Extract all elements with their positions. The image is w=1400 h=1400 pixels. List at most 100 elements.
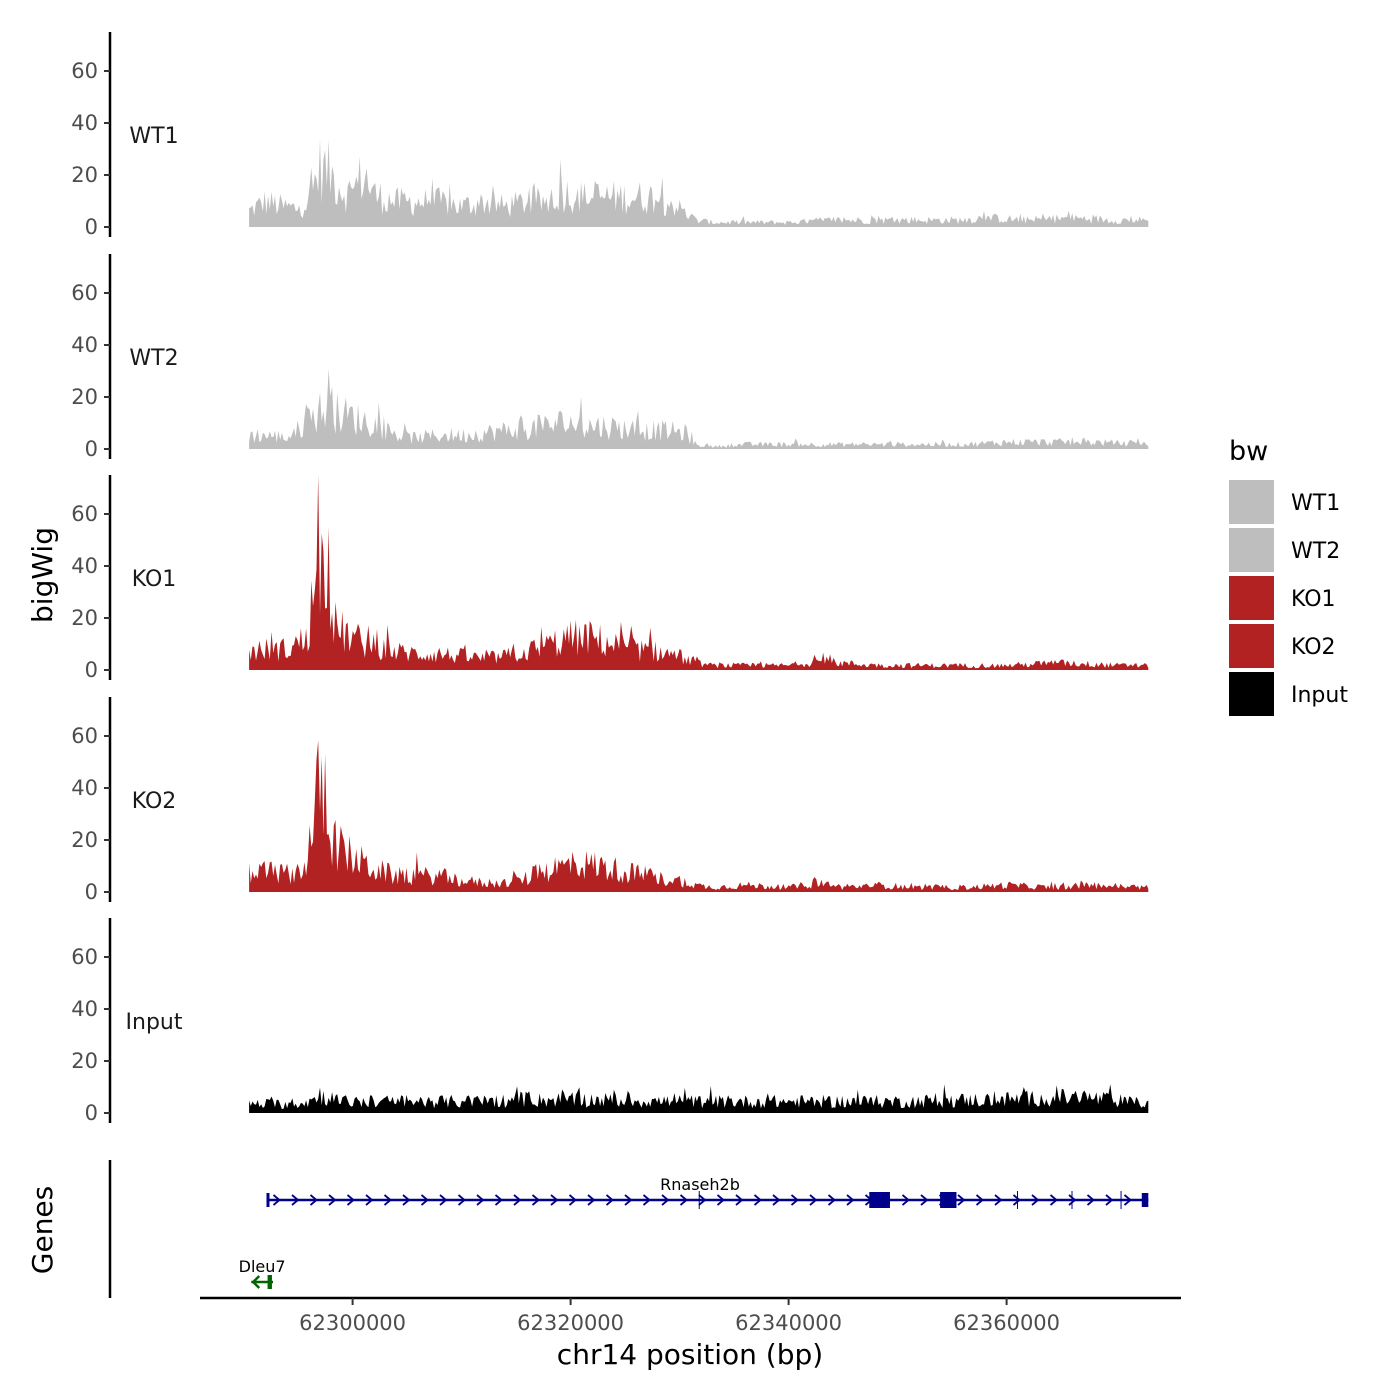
strand-arrow: [1068, 1194, 1077, 1206]
legend-key-wt1: [1229, 480, 1274, 524]
signal-area-ko1: [249, 475, 1149, 670]
strand-arrow: [251, 1275, 261, 1289]
y-tick-label: 60: [71, 724, 98, 748]
y-tick-label: 20: [71, 606, 98, 630]
track-label: Input: [126, 1010, 183, 1035]
legend-label: WT2: [1291, 539, 1340, 564]
y-tick-label: 20: [71, 163, 98, 187]
gene-label: Rnaseh2b: [660, 1175, 740, 1194]
strand-arrow: [309, 1194, 318, 1206]
exon: [1141, 1193, 1149, 1207]
x-tick-label: 62320000: [517, 1311, 624, 1335]
strand-arrow: [568, 1194, 577, 1206]
exon: [266, 1193, 270, 1207]
genes-panel: Rnaseh2b Dleu7: [108, 1160, 1149, 1298]
track-wt1: 0 20 40 60 WT1: [71, 32, 1149, 239]
x-axis-title: chr14 position (bp): [557, 1338, 823, 1371]
signal-area-input: [249, 1084, 1149, 1113]
strand-arrow: [1105, 1194, 1114, 1206]
track-input: 0 20 40 60 Input: [71, 918, 1149, 1125]
legend-label: KO2: [1291, 635, 1336, 660]
gene-rnaseh2b: Rnaseh2b: [266, 1175, 1149, 1209]
track-label: KO2: [132, 789, 177, 814]
strand-arrow: [439, 1194, 448, 1206]
y-tick-label: 20: [71, 385, 98, 409]
strand-arrow: [420, 1194, 429, 1206]
track-label: KO1: [132, 567, 177, 592]
strand-arrow: [994, 1194, 1003, 1206]
x-tick-label: 62340000: [735, 1311, 842, 1335]
y-tick-label: 60: [71, 502, 98, 526]
y-tick-label: 60: [71, 281, 98, 305]
strand-arrow: [383, 1194, 392, 1206]
strand-arrow: [1086, 1194, 1095, 1206]
legend-label: Input: [1291, 683, 1348, 708]
x-axis: 62300000 62320000 62340000 62360000: [200, 1296, 1181, 1335]
x-tick-label: 62360000: [953, 1311, 1060, 1335]
strand-arrow: [513, 1194, 522, 1206]
strand-arrow: [957, 1194, 966, 1206]
gene-dleu7: Dleu7: [239, 1257, 286, 1289]
strand-arrow: [457, 1194, 466, 1206]
strand-arrow: [605, 1194, 614, 1206]
track-ko1: 0 20 40 60 KO1: [71, 475, 1149, 682]
y-tick-label: 0: [85, 437, 98, 461]
strand-arrow: [901, 1194, 910, 1206]
signal-area-ko2: [249, 740, 1149, 892]
strand-arrow: [975, 1194, 984, 1206]
track-label: WT2: [129, 346, 178, 371]
y-tick-label: 60: [71, 945, 98, 969]
strand-arrow: [846, 1194, 855, 1206]
legend-label: WT1: [1291, 491, 1340, 516]
legend-key-input: [1229, 672, 1274, 716]
y-tick-label: 40: [71, 554, 98, 578]
y-tick-label: 0: [85, 658, 98, 682]
strand-arrow: [531, 1194, 540, 1206]
strand-arrow: [809, 1194, 818, 1206]
legend-key-ko2: [1229, 624, 1274, 668]
strand-arrow: [753, 1194, 762, 1206]
exon: [869, 1192, 890, 1208]
strand-arrow: [716, 1194, 725, 1206]
strand-arrow: [920, 1194, 929, 1206]
strand-arrow: [587, 1194, 596, 1206]
strand-arrow: [698, 1194, 707, 1206]
legend-title: bw: [1229, 436, 1268, 467]
track-ko2: 0 20 40 60 KO2: [71, 697, 1149, 904]
x-tick-label: 62300000: [299, 1311, 406, 1335]
gene-label: Dleu7: [239, 1257, 286, 1276]
bigwig-panels: 0 20 40 60 WT1 0 20 40 60 WT2 0 20 40 60 KO1 0 20 40 60 KO2…: [71, 32, 1149, 1125]
strand-arrow: [365, 1194, 374, 1206]
y-tick-label: 60: [71, 59, 98, 83]
strand-arrow: [272, 1194, 281, 1206]
strand-arrow: [735, 1194, 744, 1206]
y-tick-label: 0: [85, 215, 98, 239]
strand-arrow: [790, 1194, 799, 1206]
strand-arrow: [827, 1194, 836, 1206]
strand-arrow: [1049, 1194, 1058, 1206]
strand-arrow: [1031, 1194, 1040, 1206]
legend-key-wt2: [1229, 528, 1274, 572]
exon: [267, 1275, 272, 1289]
genes-axis-title: Genes: [26, 1186, 59, 1274]
strand-arrow: [642, 1194, 651, 1206]
strand-arrow: [1012, 1194, 1021, 1206]
y-tick-label: 40: [71, 776, 98, 800]
y-tick-label: 0: [85, 1101, 98, 1125]
strand-arrow: [402, 1194, 411, 1206]
legend-label: KO1: [1291, 587, 1336, 612]
exon: [940, 1192, 957, 1208]
y-axis-title: bigWig: [26, 527, 59, 623]
strand-arrow: [328, 1194, 337, 1206]
strand-arrow: [1123, 1194, 1132, 1206]
y-tick-label: 40: [71, 111, 98, 135]
legend-key-ko1: [1229, 576, 1274, 620]
strand-arrow: [494, 1194, 503, 1206]
y-tick-label: 40: [71, 333, 98, 357]
strand-arrow: [476, 1194, 485, 1206]
y-tick-label: 40: [71, 997, 98, 1021]
legend: WT1 WT2 KO1 KO2 Input: [1229, 480, 1348, 716]
strand-arrow: [679, 1194, 688, 1206]
